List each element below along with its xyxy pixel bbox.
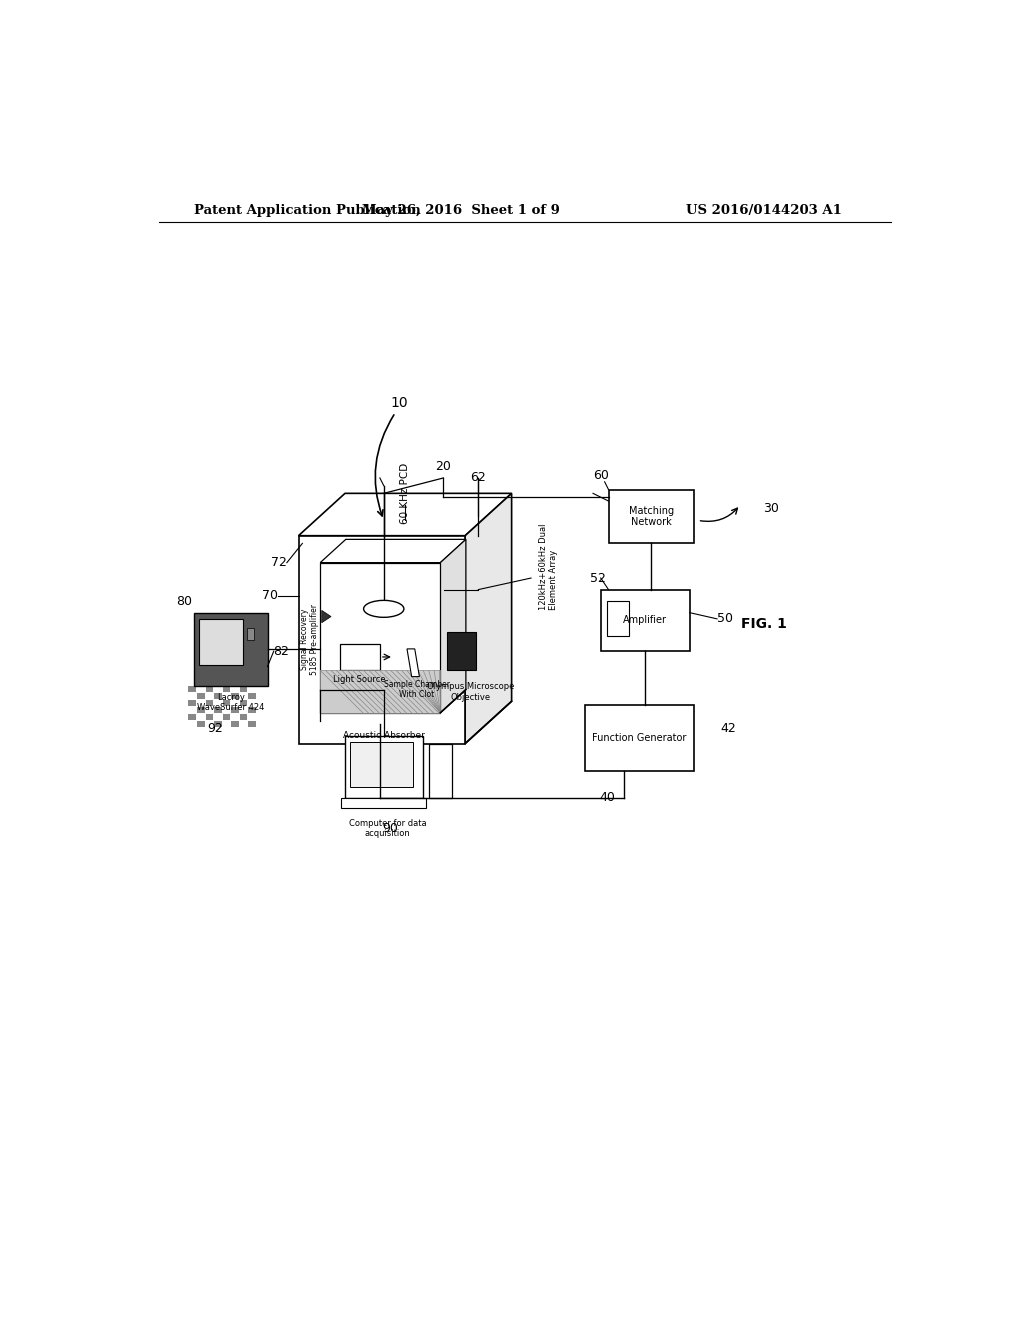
Bar — [231, 721, 239, 726]
Ellipse shape — [364, 601, 403, 618]
Bar — [321, 562, 440, 713]
Text: 60 KHz PCD: 60 KHz PCD — [400, 463, 411, 524]
Text: 82: 82 — [273, 644, 290, 657]
Bar — [248, 693, 256, 700]
Bar — [345, 737, 423, 797]
Bar — [248, 706, 256, 713]
Bar — [240, 700, 248, 706]
Bar — [197, 721, 205, 726]
Polygon shape — [322, 610, 331, 623]
Bar — [214, 706, 222, 713]
Bar — [188, 686, 197, 692]
Text: Sample Chamber
With Clot: Sample Chamber With Clot — [384, 680, 451, 700]
Text: 90: 90 — [382, 822, 398, 834]
Text: Matching
Network: Matching Network — [629, 506, 674, 527]
Bar — [349, 742, 414, 787]
Text: Lacroy
WaveSurfer 424: Lacroy WaveSurfer 424 — [197, 693, 264, 713]
Text: 60: 60 — [593, 469, 608, 482]
Text: Acoustic Absorber: Acoustic Absorber — [343, 731, 425, 741]
Bar — [188, 714, 197, 719]
Bar — [586, 705, 693, 771]
Text: 10: 10 — [390, 396, 408, 411]
Text: 40: 40 — [599, 791, 614, 804]
Text: Signal Recovery
5185 Pre-amplifier: Signal Recovery 5185 Pre-amplifier — [300, 605, 319, 675]
Text: Function Generator: Function Generator — [592, 733, 687, 743]
Bar — [240, 686, 248, 692]
Text: FIG. 1: FIG. 1 — [740, 618, 786, 631]
Text: 20: 20 — [435, 459, 452, 473]
Bar — [199, 619, 244, 665]
Bar — [231, 693, 239, 700]
Bar — [608, 490, 693, 544]
Bar — [197, 693, 205, 700]
Text: 30: 30 — [763, 502, 779, 515]
Bar — [222, 686, 230, 692]
Polygon shape — [407, 649, 420, 677]
Bar — [240, 714, 248, 719]
Text: 52: 52 — [591, 572, 606, 585]
Bar — [601, 590, 690, 651]
Bar — [340, 644, 380, 671]
Bar — [197, 706, 205, 713]
Text: 70: 70 — [262, 589, 278, 602]
Text: Computer for data
acquisition: Computer for data acquisition — [349, 818, 426, 838]
Bar — [299, 536, 465, 743]
Bar — [206, 686, 213, 692]
Text: US 2016/0144203 A1: US 2016/0144203 A1 — [685, 205, 842, 218]
Text: May 26, 2016  Sheet 1 of 9: May 26, 2016 Sheet 1 of 9 — [362, 205, 560, 218]
Text: 92: 92 — [207, 722, 222, 735]
Polygon shape — [299, 494, 512, 536]
Bar — [429, 743, 452, 797]
Text: 62: 62 — [470, 471, 486, 484]
Bar — [214, 721, 222, 726]
Text: Patent Application Publication: Patent Application Publication — [194, 205, 421, 218]
Bar — [222, 714, 230, 719]
Bar — [341, 797, 426, 808]
Bar — [248, 721, 256, 726]
Bar — [222, 700, 230, 706]
Bar — [206, 700, 213, 706]
Text: Light Source: Light Source — [334, 676, 386, 684]
Polygon shape — [321, 540, 466, 562]
Polygon shape — [465, 494, 512, 743]
Bar — [247, 628, 254, 640]
Bar — [188, 700, 197, 706]
Polygon shape — [321, 671, 440, 713]
Polygon shape — [440, 540, 466, 713]
Bar — [231, 706, 239, 713]
Bar — [206, 714, 213, 719]
Text: 50: 50 — [717, 612, 733, 626]
Bar — [446, 632, 476, 671]
Text: 42: 42 — [721, 722, 736, 735]
Text: 72: 72 — [271, 556, 287, 569]
Text: Amplifier: Amplifier — [624, 615, 668, 626]
Text: Olympus Microscope
Objective: Olympus Microscope Objective — [427, 682, 514, 702]
Text: 80: 80 — [176, 594, 191, 607]
Bar — [194, 612, 267, 686]
Text: 120kHz+60kHz Dual
Element Array: 120kHz+60kHz Dual Element Array — [539, 523, 558, 610]
Bar — [607, 601, 629, 636]
Bar — [214, 693, 222, 700]
